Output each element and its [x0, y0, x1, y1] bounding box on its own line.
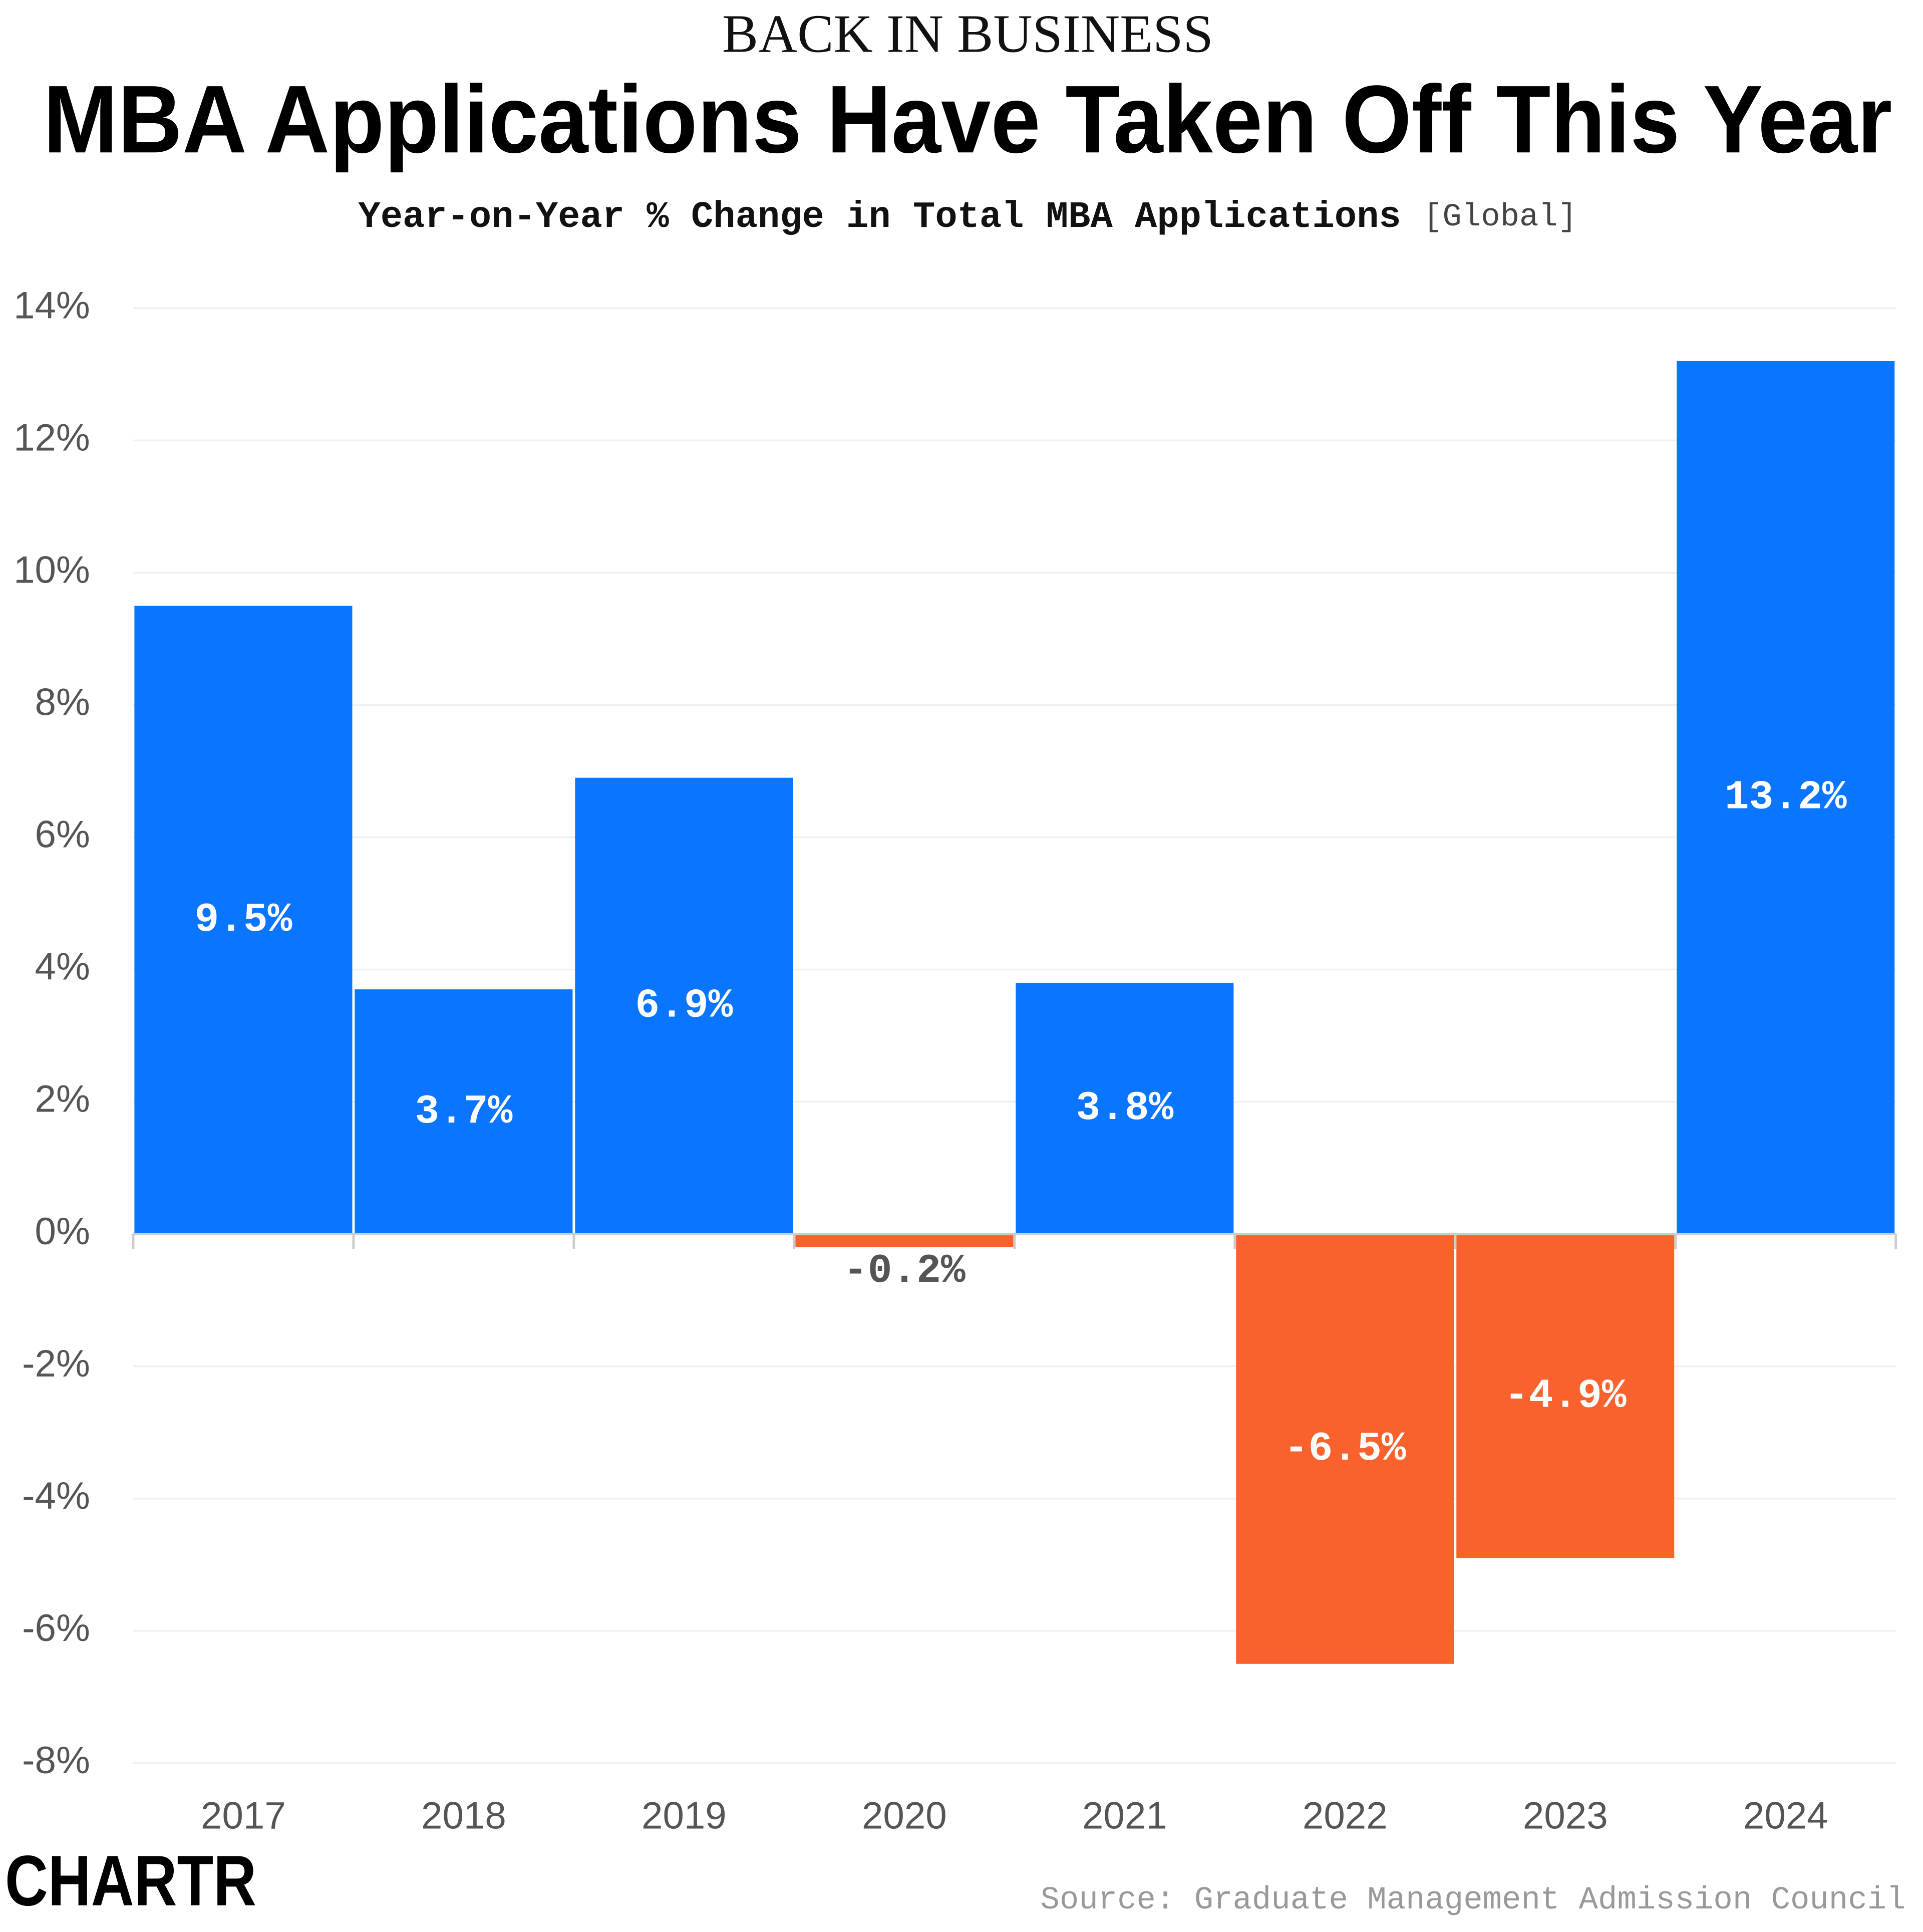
y-tick-label: -8%: [22, 1739, 90, 1782]
x-tick-label: 2019: [642, 1795, 727, 1837]
bar: [355, 989, 573, 1234]
chart-title: MBA Applications Have Taken Off This Yea…: [43, 65, 1892, 173]
bar: [1677, 361, 1895, 1234]
y-tick-label: -2%: [22, 1342, 90, 1385]
y-tick-label: 0%: [35, 1210, 90, 1253]
value-label: -6.5%: [1284, 1426, 1406, 1472]
x-tick-label: 2020: [862, 1795, 947, 1837]
value-label: 3.8%: [1076, 1085, 1173, 1132]
source: Source: Graduate Management Admission Co…: [1041, 1882, 1906, 1918]
value-label: 6.9%: [635, 983, 733, 1029]
subtitle: Year-on-Year % Change in Total MBA Appli…: [358, 197, 1577, 238]
x-tick-label: 2023: [1523, 1795, 1608, 1837]
y-tick-label: 6%: [35, 813, 90, 856]
bar: [1016, 982, 1234, 1234]
y-tick-label: 12%: [14, 417, 90, 459]
kicker: BACK IN BUSINESS: [722, 4, 1213, 64]
y-tick-label: 8%: [35, 681, 90, 724]
y-tick-label: 14%: [14, 285, 90, 327]
value-label: 3.7%: [415, 1089, 512, 1135]
value-label: -4.9%: [1504, 1373, 1627, 1420]
value-label: -0.2%: [843, 1248, 966, 1294]
value-label: 13.2%: [1725, 775, 1847, 821]
subtitle-main: Year-on-Year % Change in Total MBA Appli…: [358, 197, 1401, 238]
y-tick-label: -6%: [22, 1607, 90, 1649]
bar: [134, 606, 353, 1234]
x-tick-label: 2024: [1743, 1795, 1828, 1837]
logo: CHARTR: [5, 1841, 256, 1921]
bar: [795, 1234, 1014, 1248]
x-tick-label: 2018: [421, 1795, 506, 1837]
x-tick-label: 2021: [1082, 1795, 1167, 1837]
bar: [1456, 1234, 1675, 1558]
bar: [575, 777, 793, 1234]
x-tick-label: 2022: [1303, 1795, 1388, 1837]
y-tick-label: 4%: [35, 946, 90, 988]
value-label: 9.5%: [194, 897, 292, 943]
y-tick-label: -4%: [22, 1475, 90, 1517]
x-tick-label: 2017: [201, 1795, 286, 1837]
bar: [1236, 1234, 1454, 1664]
y-tick-label: 10%: [14, 549, 90, 592]
subtitle-note: [Global]: [1423, 199, 1577, 235]
y-tick-label: 2%: [35, 1078, 90, 1121]
